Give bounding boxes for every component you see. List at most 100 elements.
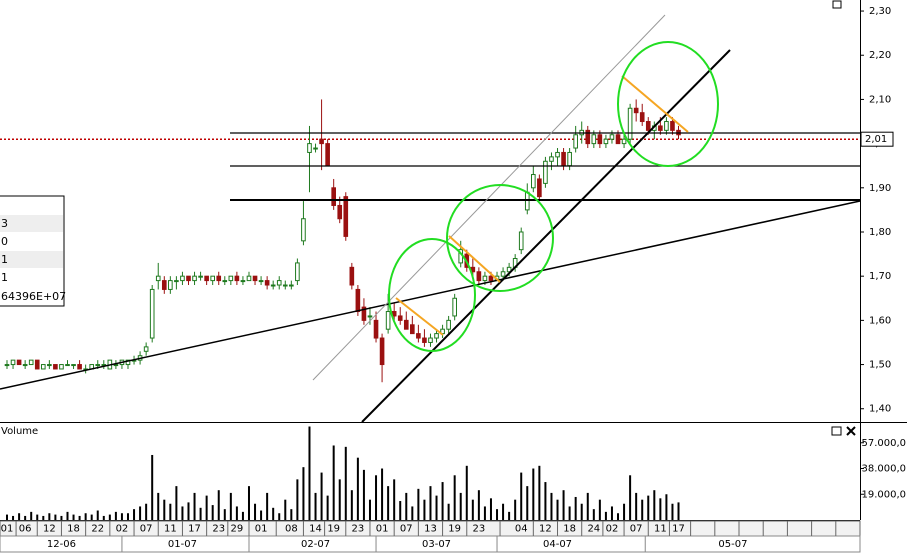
volume-bar [381, 468, 384, 520]
volume-bar [598, 499, 601, 520]
candle-body [446, 319, 451, 330]
x-tick-label: 02 [606, 524, 619, 535]
candle-body [295, 262, 300, 282]
x-tick-label: 02 [116, 524, 129, 535]
volume-bar [36, 514, 39, 520]
volume-bar [338, 479, 341, 520]
candle-body [658, 125, 663, 131]
volume-bar [66, 511, 69, 520]
volume-bar [471, 499, 474, 520]
volume-bar [441, 482, 444, 520]
volume-bar [653, 490, 656, 520]
candle-body [53, 364, 58, 370]
volume-bar [229, 492, 232, 520]
volume-bar [526, 486, 529, 520]
candle-body [410, 324, 415, 335]
volume-tick-label: 19.000,0 [861, 489, 906, 500]
candle-body [313, 147, 318, 150]
candle-body [609, 134, 615, 140]
candle-body [319, 138, 324, 145]
info-value: 1 [1, 271, 8, 284]
x-tick-label: 22 [91, 524, 104, 535]
volume-bar [465, 465, 468, 520]
candle-body [639, 112, 645, 123]
candle-body [180, 275, 185, 282]
volume-bar [163, 499, 166, 520]
month-label: 05-07 [718, 539, 747, 550]
candle-body [343, 196, 349, 237]
volume-bar [30, 511, 33, 520]
maximize-icon[interactable] [832, 0, 842, 9]
candle-body [16, 359, 22, 366]
candle-body [500, 271, 506, 277]
x-tick-label: 12 [43, 524, 56, 535]
candle-body [428, 337, 433, 343]
volume-bar [641, 499, 644, 520]
volume-bar [120, 513, 123, 520]
candle-body [615, 134, 621, 145]
candle-body [488, 275, 494, 282]
candle-body [143, 346, 149, 352]
candle-body [174, 280, 179, 283]
candle-body [258, 280, 264, 283]
candle-body [664, 121, 669, 131]
volume-bar [12, 515, 15, 520]
volume-bar [5, 514, 8, 520]
volume-bar [308, 426, 311, 520]
month-label: 03-07 [422, 539, 451, 550]
x-tick-label: 23 [473, 524, 486, 535]
volume-bar [629, 475, 632, 520]
volume-bar [54, 514, 57, 520]
volume-bar [199, 507, 202, 520]
candle-body [452, 297, 457, 317]
axes: 1,401,501,601,701,801,902,002,102,202,30… [1, 6, 906, 552]
candle-body [95, 364, 101, 367]
candle-body [59, 364, 64, 370]
channel-line [312, 14, 666, 381]
close-icon[interactable] [846, 426, 856, 436]
volume-tick-label: 57.000,0 [861, 438, 906, 449]
candle-body [373, 319, 379, 339]
volume-tick-label: 38.000,0 [861, 464, 906, 475]
candle-body [567, 151, 572, 167]
volume-bar [320, 472, 323, 520]
candle-body [555, 151, 560, 158]
candle-body [307, 143, 312, 153]
last-price-box [860, 131, 894, 147]
y-tick-label: 2,30 [869, 6, 891, 17]
maximize-icon[interactable] [831, 426, 842, 436]
volume-bar [411, 506, 414, 520]
candle-body [524, 191, 530, 211]
y-tick-label: 2,10 [869, 94, 891, 105]
candle-body [301, 218, 306, 242]
volume-bar [677, 502, 680, 520]
x-tick-label: 01 [255, 524, 268, 535]
volume-bar [580, 503, 583, 520]
x-tick-label: 29 [231, 524, 244, 535]
info-row-bg [0, 215, 63, 232]
candle-body [204, 275, 209, 282]
volume-bar [272, 507, 275, 520]
candle-body [482, 275, 488, 282]
candle-body [621, 138, 627, 145]
plot-marks [0, 99, 860, 520]
candle-body [537, 178, 542, 198]
volume-bar [550, 492, 553, 520]
volume-bar [399, 501, 402, 520]
volume-bar [205, 495, 208, 520]
volume-bar [78, 515, 81, 520]
volume-bar [72, 514, 75, 520]
candle-body [155, 275, 161, 282]
y-tick-label: 1,70 [869, 271, 891, 282]
volume-bar [447, 503, 450, 520]
month-label: 02-07 [301, 539, 330, 550]
x-tick-label: 13 [424, 524, 437, 535]
volume-bar [520, 472, 523, 520]
candle-body [367, 315, 373, 318]
volume-bar [405, 492, 408, 520]
x-tick-label: 06 [19, 524, 32, 535]
x-tick-label: 18 [67, 524, 80, 535]
x-tick-label: 23 [352, 524, 365, 535]
volume-bar [96, 510, 99, 520]
